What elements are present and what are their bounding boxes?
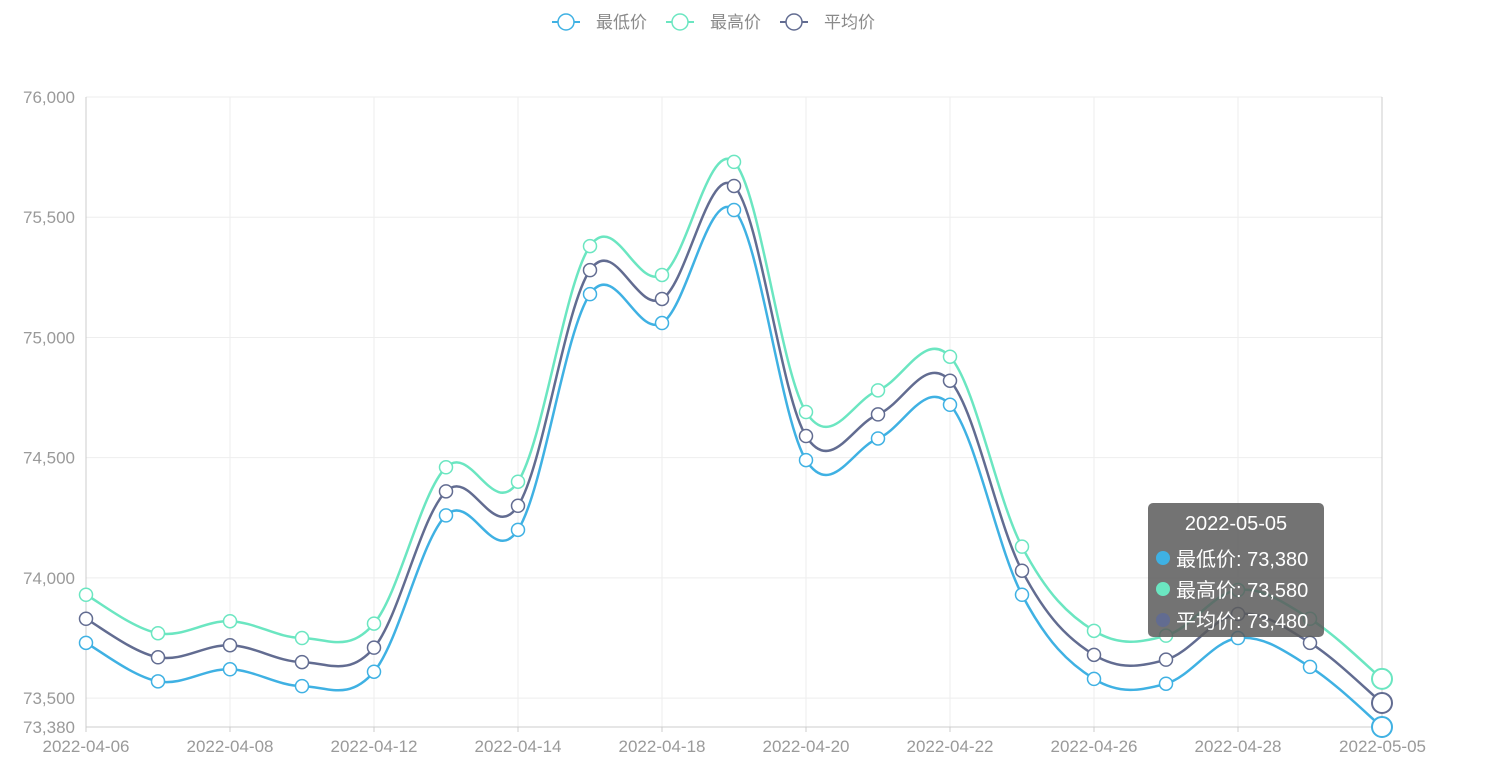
tooltip-dot-max [1156,581,1170,596]
y-tick-label: 73,500 [23,689,75,708]
data-point [1302,635,1318,651]
data-point [150,650,166,665]
data-point [582,286,598,302]
tooltip-label-avg: 平均价: 73,480 [1176,611,1309,633]
data-point [510,522,526,538]
x-tick-label: 2022-04-20 [763,737,850,756]
x-tick-label: 2022-04-26 [1051,737,1138,756]
data-point [438,508,454,523]
data-point [1014,539,1030,554]
y-tick-label: 75,500 [23,208,75,227]
data-point [150,625,166,641]
x-tick-label: 2022-04-06 [43,737,130,756]
data-point [942,397,958,413]
data-point [798,404,814,420]
legend-label: 最高价 [710,13,761,32]
y-tick-label: 74,500 [23,449,75,468]
data-point [1371,716,1393,738]
x-tick-label: 2022-05-05 [1339,737,1426,756]
data-point [726,178,742,194]
data-point [942,373,958,388]
data-point [726,202,742,218]
tooltip-label-max: 最高价: 73,580 [1176,580,1309,602]
data-point [582,238,598,254]
tooltip-dot-avg [1156,612,1170,627]
tooltip: 2022-05-05 最低价: 73,380 最高价: 73,580 平均价: … [1148,503,1324,637]
data-point [870,407,886,422]
data-point [1014,563,1030,578]
tooltip-dot-min [1156,550,1170,565]
data-point [1371,691,1393,714]
legend: 最低价 最高价 平均价 [552,13,875,32]
data-point [870,383,886,398]
data-point [798,452,814,468]
axes: 73,380 73,500 74,000 74,500 75,000 75,500 76,0… [23,88,1426,756]
data-point [294,678,310,694]
data-point [366,640,382,655]
legend-item: 最低价 [552,13,647,32]
data-point [582,262,598,278]
data-point [222,613,238,629]
tooltip-title: 2022-05-05 [1184,513,1288,535]
x-tick-label: 2022-04-28 [1195,737,1282,756]
data-point [78,587,94,602]
tooltip-row-max: 最高价: 73,580 [1156,573,1316,604]
legend-label: 平均价 [824,13,875,32]
tooltip-row-min: 最低价: 73,380 [1156,542,1316,573]
data-point [222,662,238,677]
data-point [1158,676,1174,691]
data-point [1302,659,1318,675]
legend-item: 最高价 [666,13,761,32]
x-tick-label: 2022-04-22 [907,737,994,756]
data-point [294,630,310,646]
x-tick-label: 2022-04-12 [331,737,418,756]
data-point [510,498,526,514]
legend-marker [671,13,689,31]
y-tick-label: 76,000 [23,88,75,107]
x-tick-label: 2022-04-08 [187,737,274,756]
y-tick-label: 75,000 [23,328,75,347]
legend-item: 平均价 [780,13,875,32]
y-tick-label: 74,000 [23,569,75,588]
data-point [654,315,670,331]
legend-marker [557,13,575,31]
data-point [438,484,454,499]
data-point [942,349,958,364]
series-layer [78,154,1393,738]
data-point [1014,587,1030,602]
data-point [510,474,526,489]
data-point [438,460,454,475]
data-point [1086,623,1102,639]
tooltip-label-min: 最低价: 73,380 [1176,549,1309,571]
data-point [78,611,94,627]
legend-label: 最低价 [596,13,647,32]
data-point [150,674,166,689]
data-point [222,637,238,653]
data-point [1371,667,1393,690]
data-point [294,654,310,670]
data-point [726,154,742,170]
data-point [798,428,814,444]
data-point [1086,647,1102,663]
data-point [654,291,670,307]
legend-marker [785,13,803,31]
tooltip-row-avg: 平均价: 73,480 [1156,604,1316,635]
y-tick-label: 73,380 [23,718,75,737]
data-point [1158,652,1174,667]
data-point [654,267,670,283]
x-tick-label: 2022-04-14 [475,737,562,756]
data-point [78,635,94,651]
data-point [870,431,886,446]
data-point [366,616,382,631]
data-point [1086,671,1102,687]
x-tick-label: 2022-04-18 [619,737,706,756]
data-point [366,664,382,679]
